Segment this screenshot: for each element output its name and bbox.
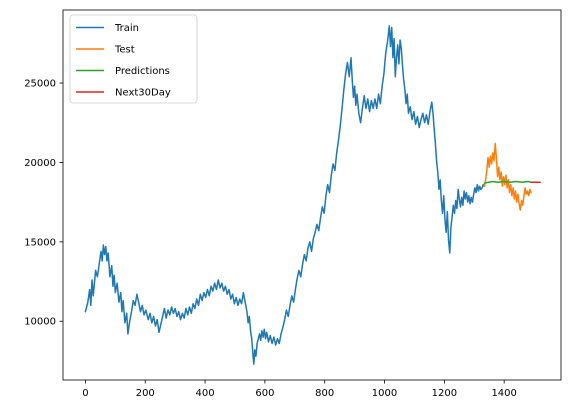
legend-entries: Train Test Predictions Next30Day [76, 23, 171, 99]
legend-label-next30day: Next30Day [115, 88, 171, 99]
y-tick-label: 15000 [24, 237, 56, 248]
x-tick-label: 1400 [491, 388, 516, 399]
y-axis: 10000 15000 20000 25000 [24, 79, 63, 328]
x-axis: 0 200 400 600 800 1000 1200 1400 [82, 380, 517, 399]
legend-label-train: Train [114, 23, 139, 34]
x-tick-label: 1200 [432, 388, 457, 399]
plot-area-frame [62, 9, 562, 381]
x-tick-label: 1000 [372, 388, 397, 399]
series-line-train [84, 25, 486, 365]
legend: Train Test Predictions Next30Day [69, 14, 198, 104]
x-tick-label: 400 [196, 388, 215, 399]
x-tick-label: 600 [255, 388, 274, 399]
y-tick-label: 10000 [24, 317, 56, 328]
legend-label-predictions: Predictions [115, 66, 170, 77]
series-layer [84, 25, 541, 365]
x-tick-label: 200 [136, 388, 155, 399]
series-line-test [483, 142, 532, 211]
y-tick-label: 25000 [24, 79, 56, 90]
legend-label-test: Test [114, 45, 135, 56]
legend-box [69, 14, 198, 104]
x-tick-label: 0 [82, 388, 88, 399]
y-tick-label: 20000 [24, 158, 56, 169]
x-tick-label: 800 [315, 388, 334, 399]
series-line-predictions [483, 180, 532, 184]
